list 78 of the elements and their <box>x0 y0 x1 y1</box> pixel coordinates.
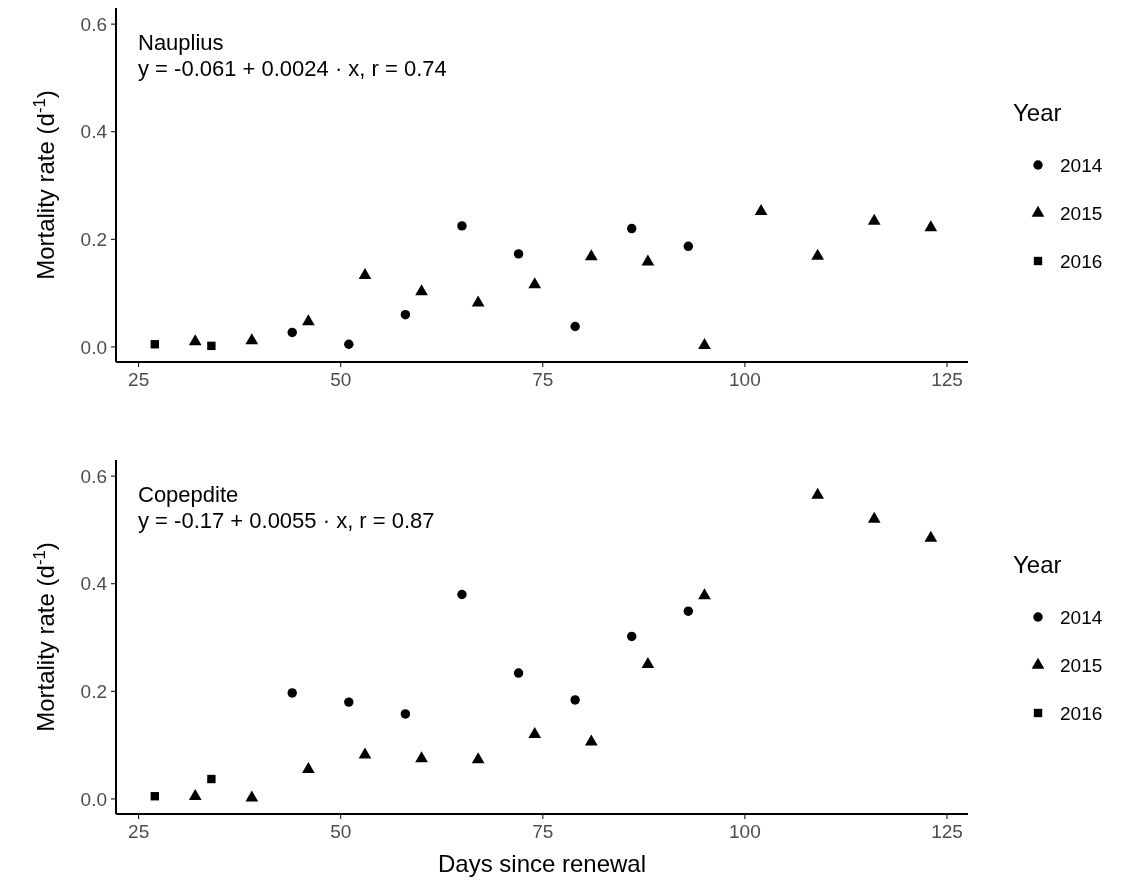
y-tick-label: 0.6 <box>80 465 107 487</box>
point <box>302 314 315 326</box>
point <box>528 727 542 739</box>
point <box>584 734 598 746</box>
point <box>358 747 372 759</box>
legend-label: 2014 <box>1060 154 1103 176</box>
y-tick-label: 0.4 <box>80 573 108 595</box>
point <box>683 241 694 252</box>
point <box>245 333 259 345</box>
point <box>400 309 411 320</box>
legend-label: 2016 <box>1060 250 1103 272</box>
annotation: y = -0.17 + 0.0055 · x, r = 0.87 <box>138 508 435 533</box>
point <box>150 340 159 349</box>
point <box>207 341 216 351</box>
x-tick-label: 75 <box>532 369 554 390</box>
point <box>683 606 694 616</box>
point <box>584 249 598 261</box>
y-tick-label: 0.0 <box>80 788 107 810</box>
point <box>471 295 485 307</box>
point <box>924 220 938 232</box>
point <box>415 751 428 763</box>
x-tick-label: 125 <box>931 821 963 842</box>
point <box>924 530 938 542</box>
x-tick-label: 25 <box>128 369 150 390</box>
y-tick-label: 0.0 <box>80 336 107 358</box>
x-tick-label: 100 <box>729 369 761 390</box>
annotation: Nauplius <box>138 30 224 55</box>
annotation: y = -0.061 + 0.0024 · x, r = 0.74 <box>138 56 447 81</box>
point <box>188 788 202 800</box>
y-tick-label: 0.4 <box>80 121 108 143</box>
point <box>245 790 259 802</box>
x-tick-label: 25 <box>128 821 150 842</box>
point <box>400 709 411 719</box>
point <box>811 248 824 260</box>
point <box>627 223 637 234</box>
x-tick-label: 50 <box>330 821 352 842</box>
point <box>570 695 580 705</box>
point <box>302 762 315 774</box>
point <box>867 511 881 523</box>
point <box>287 327 297 338</box>
x-tick-label: 75 <box>532 821 554 842</box>
legend-label: 2015 <box>1060 654 1103 676</box>
point <box>698 337 711 349</box>
point <box>570 321 580 332</box>
x-tick-label: 50 <box>330 369 352 390</box>
point <box>513 249 524 259</box>
point <box>207 774 216 784</box>
point <box>344 697 354 707</box>
y-tick-label: 0.6 <box>80 13 107 35</box>
annotation: Copepdite <box>138 482 239 507</box>
x-axis-title: Days since renewal <box>437 850 647 877</box>
point <box>811 487 824 499</box>
point <box>344 339 354 349</box>
point <box>528 277 542 289</box>
y-tick-label: 0.2 <box>80 228 107 250</box>
point <box>457 221 467 231</box>
point <box>188 334 202 346</box>
point <box>457 589 467 600</box>
legend-title: Year <box>1013 99 1062 126</box>
point <box>698 588 711 600</box>
point <box>641 254 655 266</box>
y-tick-label: 0.2 <box>80 680 107 702</box>
legend-label: 2014 <box>1060 606 1103 628</box>
point <box>754 204 768 216</box>
point <box>513 668 524 678</box>
point <box>150 792 159 801</box>
x-tick-label: 125 <box>931 369 963 390</box>
x-tick-label: 100 <box>729 821 761 842</box>
point <box>415 284 428 296</box>
legend-label: 2016 <box>1060 702 1103 724</box>
point <box>287 688 297 698</box>
point <box>867 213 881 225</box>
legend-title: Year <box>1013 551 1062 578</box>
point <box>627 631 637 642</box>
point <box>641 657 655 669</box>
point <box>471 752 485 764</box>
legend-label: 2015 <box>1060 202 1103 224</box>
point <box>358 268 372 280</box>
